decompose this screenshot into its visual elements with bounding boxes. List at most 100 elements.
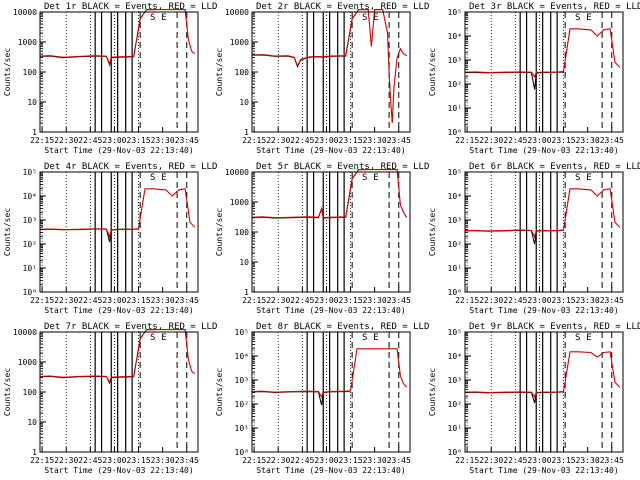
- series-lld: [40, 188, 196, 239]
- series-events: [40, 228, 139, 243]
- x-tick-label: 22:45: [78, 456, 102, 465]
- x-tick-label: 23:45: [175, 296, 199, 305]
- panel-title: Det 2r BLACK = Events, RED = LLD: [256, 2, 429, 12]
- x-tick-label: 22:30: [266, 456, 290, 465]
- axes-frame: [464, 331, 624, 453]
- x-tick-label: 22:30: [479, 296, 503, 305]
- x-tick-label: 23:15: [127, 296, 151, 305]
- marker-s: S: [362, 333, 367, 343]
- y-tick-label: 1: [32, 128, 37, 137]
- panel-title: Det 1r BLACK = Events, RED = LLD: [44, 2, 217, 12]
- x-axis-label: Start Time (29-Nov-03 22:13:40): [469, 146, 618, 155]
- y-tick-label: 10²: [23, 240, 37, 249]
- y-tick-label: 10¹: [448, 424, 462, 433]
- axes-frame: [464, 11, 624, 133]
- y-tick-label: 1: [32, 448, 37, 457]
- y-tick-label: 100: [23, 388, 38, 397]
- x-tick-label: 23:30: [576, 136, 600, 145]
- y-tick-label: 10⁴: [448, 32, 462, 41]
- x-tick-label: 23:30: [576, 296, 600, 305]
- x-tick-label: 23:45: [387, 136, 411, 145]
- y-tick-label: 10⁵: [448, 328, 462, 337]
- y-tick-label: 10¹: [235, 424, 249, 433]
- y-tick-label: 100: [235, 68, 250, 77]
- y-tick-label: 10000: [225, 168, 249, 177]
- x-tick-label: 22:45: [290, 136, 314, 145]
- y-tick-label: 10²: [235, 400, 249, 409]
- y-axis-label: Counts/sec: [428, 48, 437, 96]
- marker-e: E: [586, 173, 591, 183]
- y-tick-label: 100: [235, 228, 250, 237]
- y-tick-label: 10000: [225, 8, 249, 17]
- series-lld: [252, 9, 408, 124]
- y-tick-label: 10⁵: [235, 328, 249, 337]
- x-tick-label: 23:00: [314, 456, 338, 465]
- series-lld: [40, 9, 196, 67]
- x-tick-label: 23:30: [576, 456, 600, 465]
- y-tick-label: 10²: [448, 240, 462, 249]
- y-axis-label: Counts/sec: [3, 48, 12, 96]
- y-tick-label: 10⁵: [23, 168, 37, 177]
- y-tick-label: 10²: [448, 80, 462, 89]
- series-lld: [465, 188, 621, 239]
- x-tick-label: 22:30: [54, 136, 78, 145]
- y-tick-label: 1000: [18, 358, 37, 367]
- x-tick-label: 22:30: [54, 296, 78, 305]
- x-tick-label: 23:45: [600, 296, 624, 305]
- marker-s: S: [575, 173, 580, 183]
- x-axis-label: Start Time (29-Nov-03 22:13:40): [256, 466, 405, 475]
- x-tick-label: 22:15: [242, 296, 266, 305]
- y-tick-label: 10¹: [448, 104, 462, 113]
- x-tick-label: 23:45: [175, 136, 199, 145]
- y-tick-label: 10: [27, 418, 37, 427]
- marker-s: S: [362, 173, 367, 183]
- y-tick-label: 10⁵: [448, 8, 462, 17]
- x-tick-label: 23:30: [363, 136, 387, 145]
- axes-frame: [39, 331, 199, 453]
- y-tick-label: 10³: [235, 376, 249, 385]
- y-tick-label: 10³: [448, 376, 462, 385]
- series-events: [465, 71, 564, 90]
- marker-e: E: [586, 13, 591, 23]
- panel-title: Det 4r BLACK = Events, RED = LLD: [44, 162, 217, 172]
- x-axis-label: Start Time (29-Nov-03 22:13:40): [44, 146, 193, 155]
- x-tick-label: 22:15: [455, 456, 479, 465]
- x-tick-label: 23:00: [102, 136, 126, 145]
- x-tick-label: 23:15: [552, 136, 576, 145]
- x-tick-label: 23:30: [151, 456, 175, 465]
- y-tick-label: 10¹: [23, 264, 37, 273]
- x-tick-label: 23:45: [600, 136, 624, 145]
- y-axis-label: Counts/sec: [428, 368, 437, 416]
- x-tick-label: 22:15: [30, 456, 54, 465]
- y-tick-label: 100: [23, 68, 38, 77]
- x-axis-label: Start Time (29-Nov-03 22:13:40): [44, 466, 193, 475]
- series-lld: [465, 351, 621, 398]
- marker-e: E: [161, 13, 166, 23]
- marker-e: E: [586, 333, 591, 343]
- series-lld: [252, 348, 408, 399]
- y-tick-label: 1: [244, 288, 249, 297]
- marker-s: S: [575, 333, 580, 343]
- x-tick-label: 23:15: [552, 456, 576, 465]
- x-tick-label: 23:30: [363, 296, 387, 305]
- x-tick-label: 22:45: [503, 296, 527, 305]
- x-tick-label: 23:45: [600, 456, 624, 465]
- series-lld: [252, 169, 408, 219]
- x-axis-label: Start Time (29-Nov-03 22:13:40): [256, 146, 405, 155]
- y-tick-label: 10: [239, 98, 249, 107]
- y-axis-label: Counts/sec: [215, 208, 224, 256]
- marker-e: E: [373, 13, 378, 23]
- y-tick-label: 10⁴: [448, 192, 462, 201]
- panel-title: Det 8r BLACK = Events, RED = LLD: [256, 322, 429, 332]
- x-tick-label: 23:00: [527, 456, 551, 465]
- x-axis-label: Start Time (29-Nov-03 22:13:40): [469, 466, 618, 475]
- axes-frame: [39, 171, 199, 293]
- y-tick-label: 10⁰: [448, 288, 462, 297]
- x-axis-label: Start Time (29-Nov-03 22:13:40): [469, 306, 618, 315]
